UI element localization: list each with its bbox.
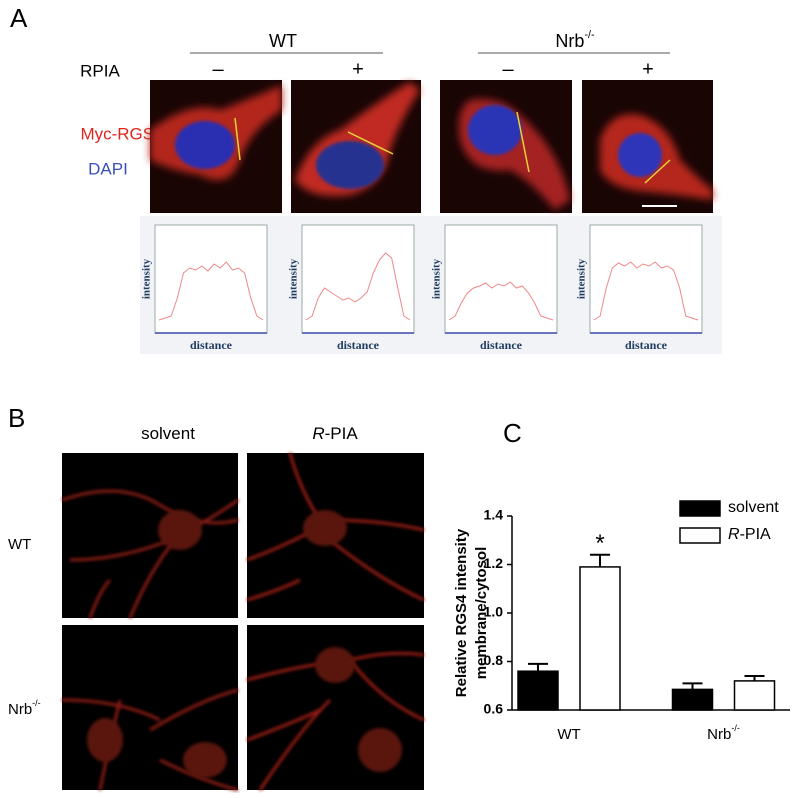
profile-x-label: distance xyxy=(337,338,380,352)
micrograph xyxy=(61,453,239,619)
y-tick-label: 1.4 xyxy=(484,507,504,523)
treatment-sign: + xyxy=(352,58,364,80)
group-label-part: -/- xyxy=(584,29,595,41)
panel-label: A xyxy=(10,3,28,33)
bar xyxy=(671,688,714,711)
panel-label: B xyxy=(8,403,25,433)
micrograph xyxy=(61,625,239,792)
profile-x-label: distance xyxy=(190,338,233,352)
profile-plot xyxy=(301,224,415,334)
y-axis-label: membrane/cytosol xyxy=(473,547,490,680)
profile-trace xyxy=(158,261,264,321)
y-axis-label: Relative RGS4 intensity xyxy=(453,528,470,697)
stain-label: DAPI xyxy=(88,159,128,178)
x-tick-label-part: Nrb xyxy=(707,726,731,743)
treatment-label: RPIA xyxy=(80,61,120,80)
bar xyxy=(517,670,559,711)
x-tick-label: WT xyxy=(557,726,580,743)
micrograph xyxy=(440,80,572,213)
column-label-part: -PIA xyxy=(325,424,359,443)
group-label-part: Nrb xyxy=(555,31,584,51)
micrograph xyxy=(291,80,421,213)
profile-y-label: intensity xyxy=(141,258,153,299)
profile-plot xyxy=(154,224,268,334)
profile-trace xyxy=(593,261,699,321)
legend-label-part: R xyxy=(728,526,740,543)
micrograph xyxy=(246,625,425,791)
profile-y-label: intensity xyxy=(288,258,300,299)
column-label: R-PIA xyxy=(312,424,358,443)
legend-swatch xyxy=(679,527,721,544)
profile-y-label: intensity xyxy=(431,258,443,299)
profile-plot xyxy=(589,224,703,334)
profile-x-label: distance xyxy=(625,338,668,352)
micrograph xyxy=(246,452,425,618)
treatment-sign: – xyxy=(212,58,224,80)
stain-label: Myc-RGS4 xyxy=(80,124,163,143)
row-label-part: Nrb xyxy=(8,701,32,718)
group-label: Nrb-/- xyxy=(555,29,595,51)
bar xyxy=(733,680,776,711)
treatment-sign: + xyxy=(642,58,654,80)
group-label: WT xyxy=(269,31,297,51)
column-label-part: R xyxy=(312,424,324,443)
y-tick-label: 0.8 xyxy=(484,652,504,668)
legend-label-part: solvent xyxy=(728,499,779,516)
x-tick-label: Nrb-/- xyxy=(707,723,740,743)
legend-swatch xyxy=(679,500,721,517)
row-label-part: WT xyxy=(8,536,31,553)
significance: * xyxy=(595,530,604,557)
panel-label: C xyxy=(503,418,522,448)
column-label-part: solvent xyxy=(141,424,195,443)
micrographs xyxy=(61,452,425,792)
y-tick-label: 0.6 xyxy=(484,701,504,717)
x-tick-label-part: WT xyxy=(557,726,580,743)
bar xyxy=(579,566,621,711)
profile-plot xyxy=(444,224,558,334)
legend-label-part: -PIA xyxy=(740,526,771,543)
profile-trace xyxy=(448,281,554,321)
profile-trace xyxy=(305,252,411,321)
treatment-sign: – xyxy=(502,58,514,80)
row-label: WT xyxy=(8,536,31,553)
row-label-part: -/- xyxy=(32,698,41,708)
group-label-part: WT xyxy=(269,31,297,51)
micrographs xyxy=(150,80,713,213)
y-tick-label: 1.0 xyxy=(484,604,504,620)
column-label: solvent xyxy=(141,424,195,443)
legend-label: solvent xyxy=(728,499,779,516)
profile-x-label: distance xyxy=(480,338,523,352)
x-tick-label-part: -/- xyxy=(731,723,740,733)
micrograph xyxy=(582,80,713,213)
legend-label: R-PIA xyxy=(728,526,771,543)
row-label: Nrb-/- xyxy=(8,698,41,718)
micrograph xyxy=(150,80,282,213)
profile-y-label: intensity xyxy=(576,258,588,299)
y-tick-label: 1.2 xyxy=(484,555,504,571)
